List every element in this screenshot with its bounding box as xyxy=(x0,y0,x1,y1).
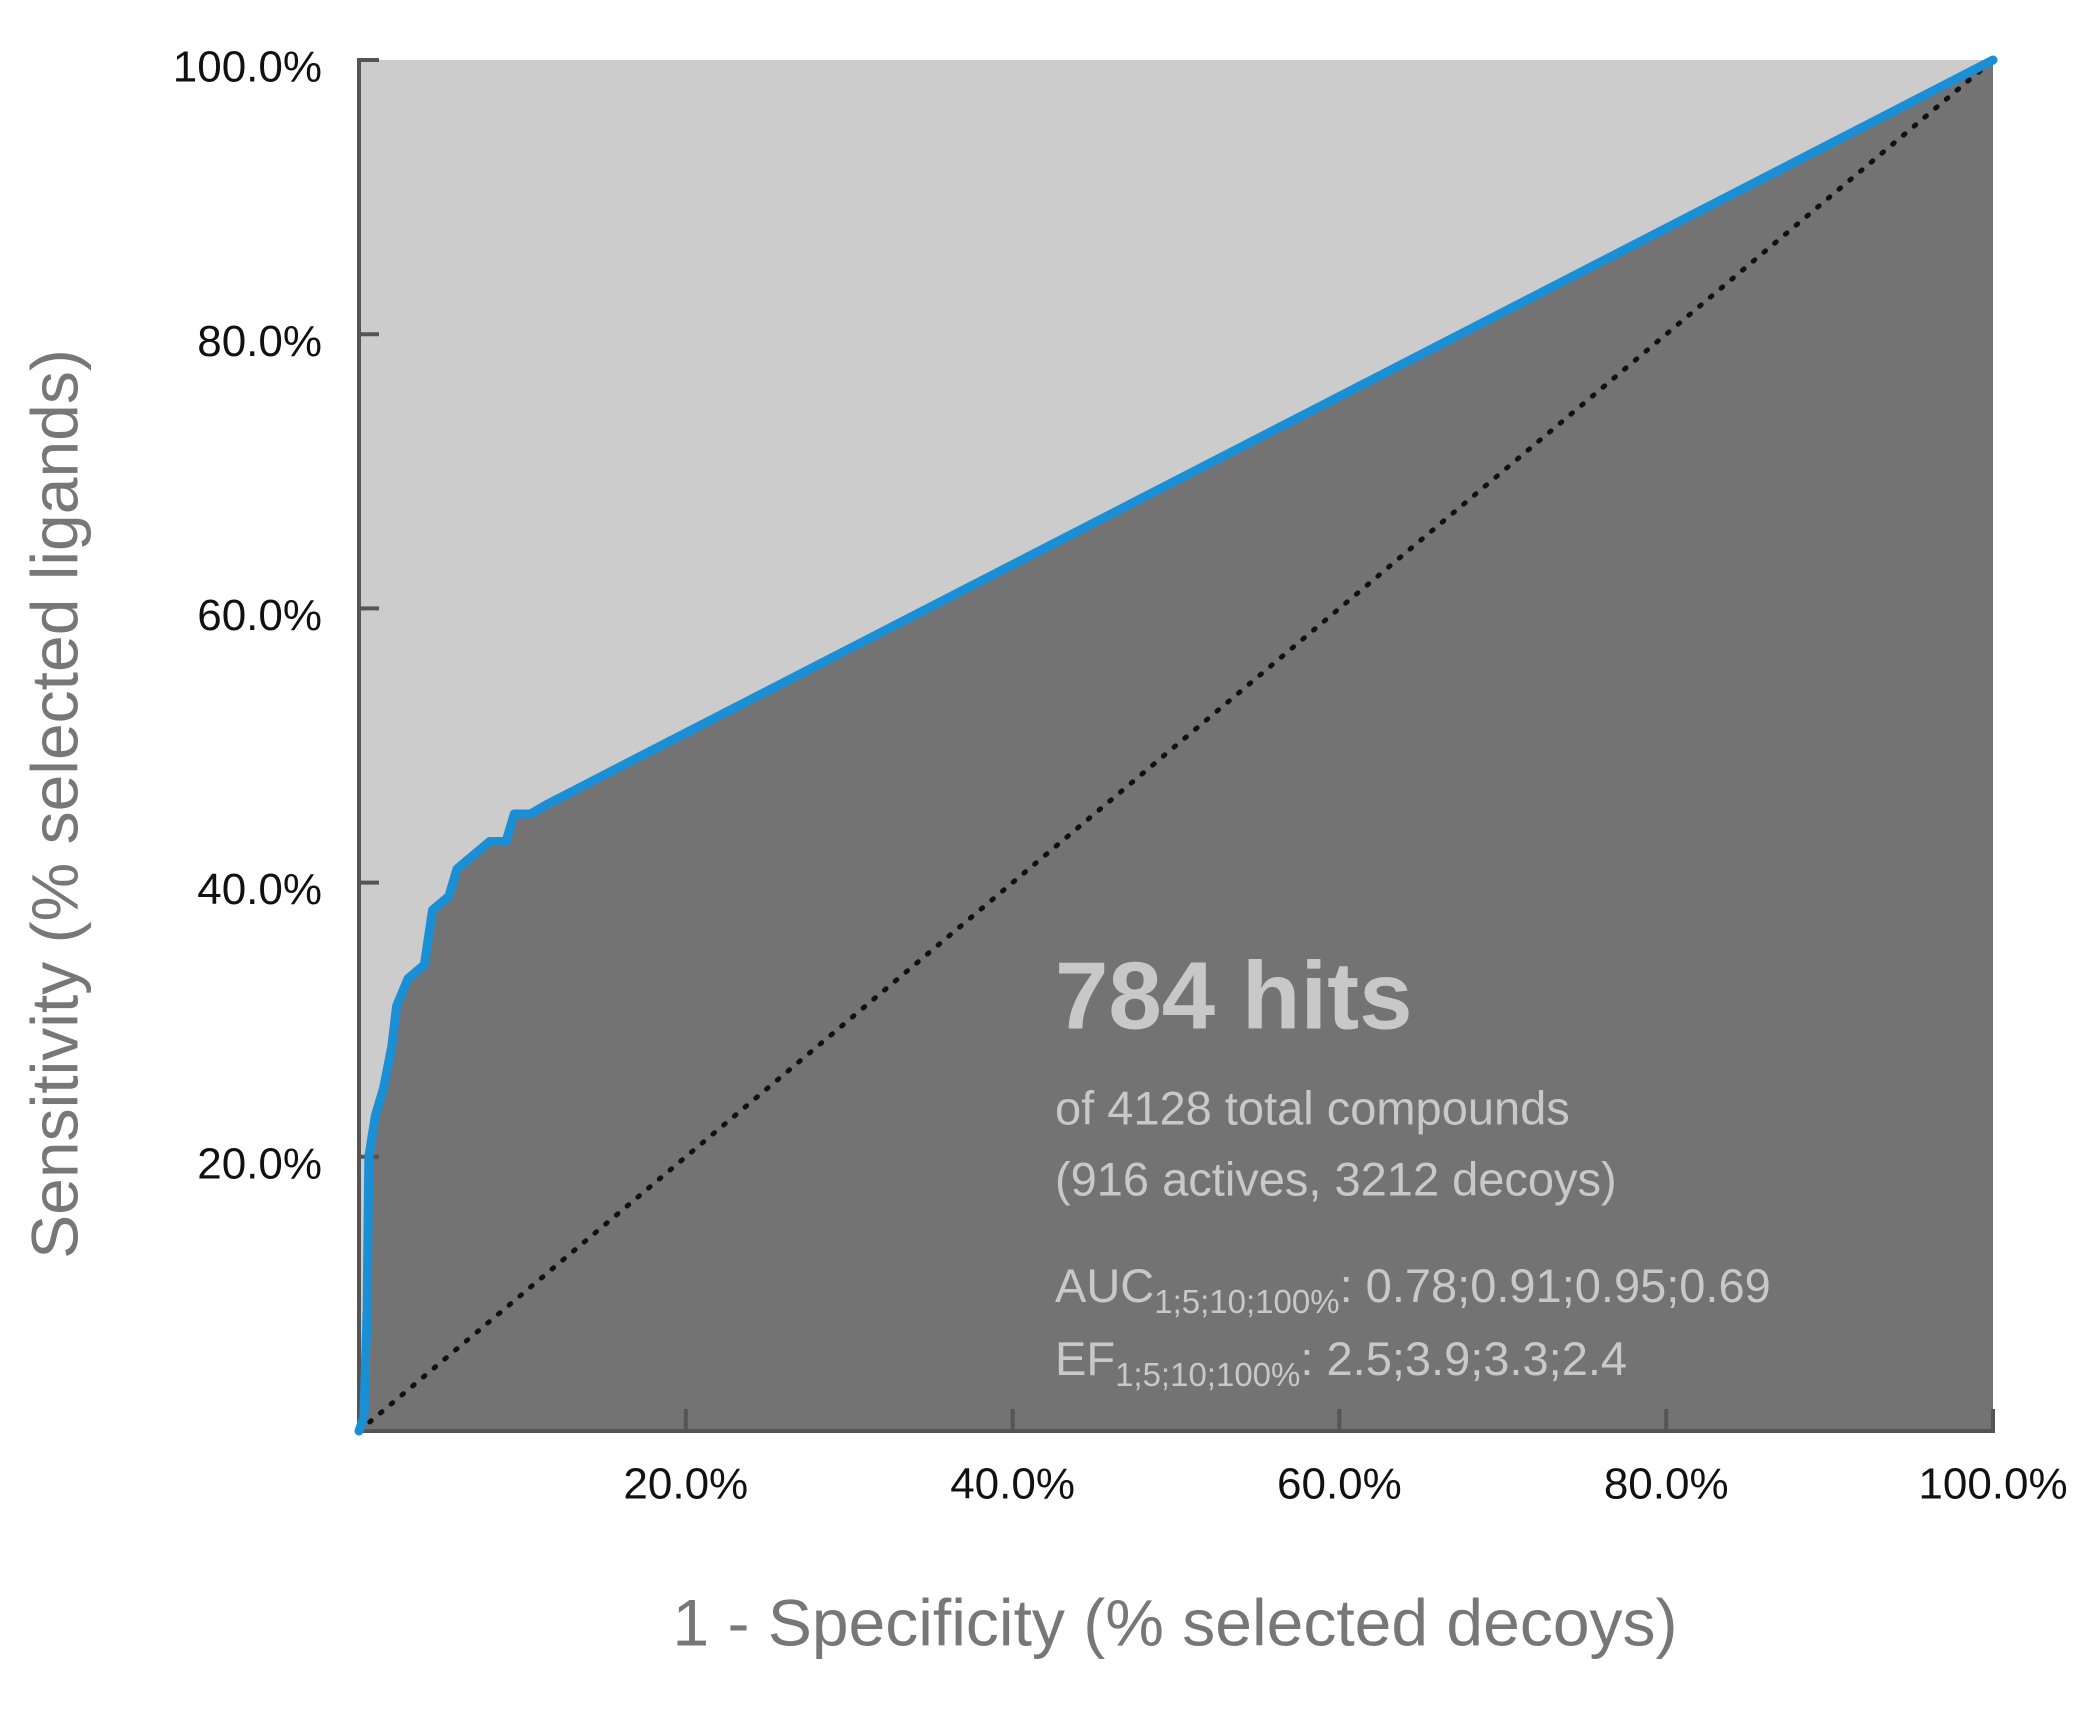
ef-values: : 2.5;3.9;3.3;2.4 xyxy=(1300,1332,1627,1385)
auc-name: AUC xyxy=(1055,1259,1154,1312)
reference-diagonal xyxy=(356,57,1996,1434)
y-tick-label: 80.0% xyxy=(197,317,322,366)
y-tick-label: 100.0% xyxy=(173,43,322,92)
x-tick-label: 80.0% xyxy=(1604,1460,1729,1509)
x-tick-label: 20.0% xyxy=(623,1460,748,1509)
x-axis-title: 1 - Specificity (% selected decoys) xyxy=(672,1585,1677,1659)
x-tick-label: 60.0% xyxy=(1277,1460,1402,1509)
auc-label: AUC1;5;10;100%: 0.78;0.91;0.95;0.69 xyxy=(1055,1259,1771,1319)
roc-curve xyxy=(354,55,1998,1436)
x-tick-label: 40.0% xyxy=(950,1460,1075,1509)
x-tick-label: 100.0% xyxy=(1918,1460,2067,1509)
ef-label: EF1;5;10;100%: 2.5;3.9;3.3;2.4 xyxy=(1055,1332,1627,1392)
y-axis-title: Sensitivity (% selected ligands) xyxy=(17,349,91,1259)
hits-label: 784 hits xyxy=(1055,942,1413,1049)
y-tick-label: 60.0% xyxy=(197,591,322,640)
ef-name: EF xyxy=(1055,1332,1115,1385)
y-tick-label: 20.0% xyxy=(197,1139,322,1188)
breakdown-label: (916 actives, 3212 decoys) xyxy=(1055,1152,1617,1205)
auc-subscript: 1;5;10;100% xyxy=(1154,1283,1339,1320)
ef-subscript: 1;5;10;100% xyxy=(1115,1356,1300,1393)
y-tick-label: 40.0% xyxy=(197,865,322,914)
total-label: of 4128 total compounds xyxy=(1055,1081,1570,1134)
auc-values: : 0.78;0.91;0.95;0.69 xyxy=(1340,1259,1771,1312)
